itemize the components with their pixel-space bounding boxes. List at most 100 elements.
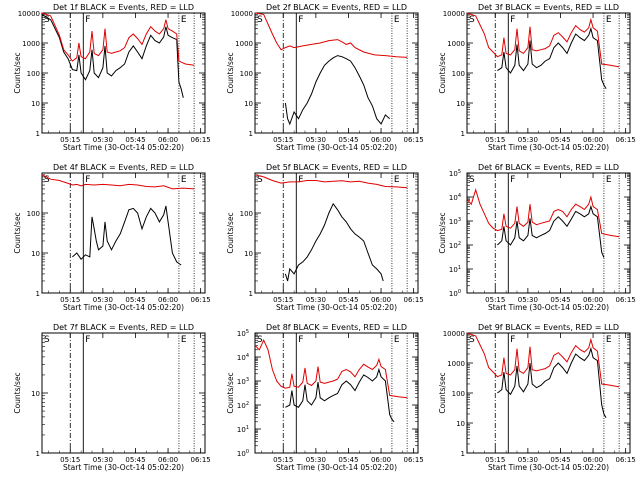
x-axis-label: Start Time (30-Oct-14 05:02:20) <box>276 463 397 472</box>
x-tick-label: 06:00 <box>583 136 603 144</box>
x-tick-label: 05:15 <box>485 296 505 304</box>
x-axis-label: Start Time (30-Oct-14 05:02:20) <box>276 303 397 312</box>
x-tick-label: 05:30 <box>306 136 326 144</box>
y-tick-label: 1000 <box>447 360 465 368</box>
x-tick-label: 05:15 <box>273 136 293 144</box>
region-label-f: F <box>85 335 90 345</box>
series-line-lld <box>41 12 195 66</box>
y-tick-label: 101 <box>237 425 249 434</box>
x-tick-label: 05:15 <box>60 456 80 464</box>
x-tick-label: 06:15 <box>404 296 424 304</box>
y-tick-label: 103 <box>237 377 249 386</box>
x-tick-label: 05:15 <box>485 136 505 144</box>
series-line-events <box>284 202 384 282</box>
x-tick-label: 06:15 <box>616 296 636 304</box>
plot-frame <box>466 172 631 294</box>
y-tick-label: 100 <box>449 289 461 298</box>
x-axis-label: Start Time (30-Oct-14 05:02:20) <box>63 463 184 472</box>
x-tick-label: 06:00 <box>371 296 391 304</box>
y-tick-label: 102 <box>449 241 461 250</box>
chart-title: Det 3f BLACK = Events, RED = LLD <box>478 3 619 12</box>
y-tick-label: 104 <box>449 193 461 202</box>
y-axis-label: Counts/sec <box>13 372 22 413</box>
y-tick-label: 101 <box>449 265 461 274</box>
chart-title: Det 4f BLACK = Events, RED = LLD <box>53 163 194 172</box>
y-axis-label: Counts/sec <box>226 52 235 93</box>
y-tick-label: 1 <box>461 450 465 458</box>
x-tick-label: 05:15 <box>60 136 80 144</box>
y-axis-label: Counts/sec <box>438 372 447 413</box>
plot-frame <box>466 12 631 134</box>
y-tick-label: 1 <box>36 130 40 138</box>
region-label-e: E <box>606 15 612 25</box>
x-axis-label: Start Time (30-Oct-14 05:02:20) <box>488 463 609 472</box>
x-tick-label: 05:30 <box>306 456 326 464</box>
y-tick-label: 10000 <box>231 10 253 18</box>
x-tick-label: 06:00 <box>158 456 178 464</box>
region-label-e: E <box>606 175 612 185</box>
region-label-f: F <box>510 15 515 25</box>
chart-title: Det 5f BLACK = Events, RED = LLD <box>266 163 407 172</box>
series-line-lld <box>41 174 195 190</box>
x-tick-label: 05:15 <box>485 456 505 464</box>
region-label-f: F <box>85 175 90 185</box>
plot-frame <box>41 332 206 454</box>
y-tick-label: 100 <box>27 70 40 78</box>
x-tick-label: 05:30 <box>93 296 113 304</box>
chart-panel-det-7: Det 7f BLACK = Events, RED = LLD 1 10 05:15… <box>13 323 211 472</box>
y-tick-label: 10 <box>456 100 465 108</box>
x-tick-label: 05:45 <box>338 136 358 144</box>
series-line-lld <box>466 188 620 238</box>
y-tick-label: 10 <box>31 250 40 258</box>
region-label-s: S <box>257 15 263 25</box>
x-tick-label: 06:15 <box>191 136 211 144</box>
series-line-events <box>497 26 607 89</box>
x-tick-label: 06:15 <box>191 456 211 464</box>
x-tick-label: 06:00 <box>583 456 603 464</box>
series-line-events <box>72 205 182 266</box>
y-tick-label: 10 <box>31 390 40 398</box>
x-tick-label: 06:00 <box>371 136 391 144</box>
y-tick-label: 10000 <box>443 10 465 18</box>
chart-title: Det 9f BLACK = Events, RED = LLD <box>478 323 619 332</box>
series-line-events <box>497 346 607 418</box>
x-axis-label: Start Time (30-Oct-14 05:02:20) <box>63 303 184 312</box>
x-tick-label: 06:00 <box>371 456 391 464</box>
x-tick-label: 06:00 <box>158 136 178 144</box>
y-tick-label: 105 <box>237 329 249 338</box>
x-tick-label: 05:15 <box>60 296 80 304</box>
region-label-e: E <box>394 175 400 185</box>
chart-title: Det 8f BLACK = Events, RED = LLD <box>266 323 407 332</box>
region-label-e: E <box>181 15 187 25</box>
y-axis-label: Counts/sec <box>13 52 22 93</box>
x-tick-label: 05:15 <box>273 296 293 304</box>
region-label-f: F <box>85 15 90 25</box>
chart-panel-det-3: Det 3f BLACK = Events, RED = LLD 1 10 100 10… <box>438 3 636 152</box>
series-line-lld <box>254 12 408 58</box>
x-tick-label: 06:15 <box>616 456 636 464</box>
y-axis-label: Counts/sec <box>13 212 22 253</box>
region-label-e: E <box>181 175 187 185</box>
y-tick-label: 1 <box>249 290 253 298</box>
y-tick-label: 1 <box>461 130 465 138</box>
chart-title: Det 7f BLACK = Events, RED = LLD <box>53 323 194 332</box>
x-axis-label: Start Time (30-Oct-14 05:02:20) <box>276 143 397 152</box>
plot-frame <box>254 332 419 454</box>
x-tick-label: 06:00 <box>583 296 603 304</box>
y-axis-label: Counts/sec <box>438 52 447 93</box>
x-tick-label: 05:45 <box>550 456 570 464</box>
chart-panel-det-6: Det 6f BLACK = Events, RED = LLD 100 101 10… <box>438 163 636 312</box>
y-tick-label: 10000 <box>443 330 465 338</box>
x-tick-label: 05:45 <box>125 296 145 304</box>
series-line-lld <box>466 12 620 68</box>
x-tick-label: 05:45 <box>338 456 358 464</box>
chart-panel-det-8: Det 8f BLACK = Events, RED = LLD 100 101 10… <box>226 323 424 472</box>
y-tick-label: 10 <box>244 100 253 108</box>
x-tick-label: 05:45 <box>550 136 570 144</box>
series-line-lld <box>254 338 408 399</box>
series-line-events <box>41 13 184 98</box>
y-tick-label: 100 <box>240 70 253 78</box>
chart-title: Det 2f BLACK = Events, RED = LLD <box>266 3 407 12</box>
x-tick-label: 05:30 <box>306 296 326 304</box>
y-tick-label: 102 <box>237 401 249 410</box>
